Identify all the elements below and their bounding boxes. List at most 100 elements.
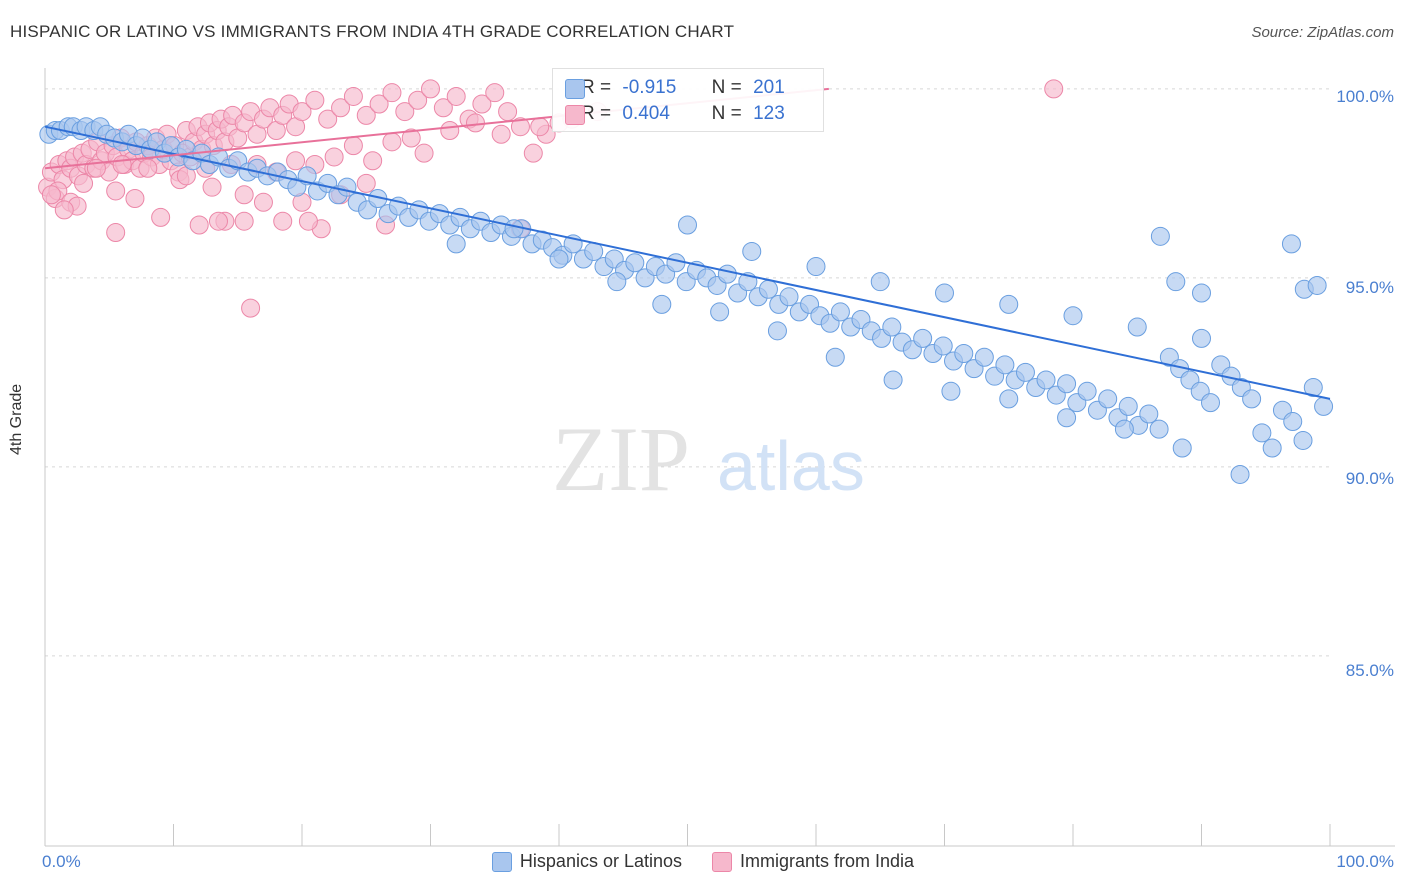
- stats-swatch-blue: [565, 79, 585, 99]
- legend-item-hispanics[interactable]: Hispanics or Latinos: [491, 851, 683, 872]
- pink-data-point: [324, 147, 344, 167]
- legend-label: Hispanics or Latinos: [519, 851, 683, 871]
- pink-data-point: [208, 211, 228, 231]
- blue-data-point: [870, 272, 890, 292]
- pink-data-point: [202, 177, 222, 197]
- blue-data-point: [1192, 328, 1211, 348]
- pink-data-point: [485, 83, 505, 103]
- pink-data-point: [273, 211, 293, 231]
- blue-data-point: [446, 234, 466, 254]
- pink-data-point: [414, 143, 434, 163]
- pink-data-point: [54, 200, 74, 220]
- stats-row-blue: R = -0.915 N = 201: [565, 77, 785, 99]
- pink-data-point: [491, 124, 511, 144]
- pink-data-point: [74, 173, 94, 193]
- pink-data-point: [472, 94, 492, 114]
- blue-trend-line: [44, 125, 1331, 400]
- pink-data-point: [356, 105, 376, 125]
- pink-data-point: [510, 117, 530, 137]
- pink-data-point: [305, 90, 325, 110]
- blue-data-point: [767, 321, 787, 341]
- pink-data-point: [382, 83, 402, 103]
- blue-data-point: [1114, 419, 1134, 439]
- blue-data-point: [549, 249, 569, 269]
- pink-data-point: [523, 143, 543, 163]
- legend-swatch-pink: [712, 851, 733, 872]
- legend-label: Immigrants from India: [740, 851, 915, 871]
- legend-item-india[interactable]: Immigrants from India: [712, 851, 914, 872]
- pink-data-point: [446, 86, 466, 106]
- pink-series-points: [38, 79, 1064, 318]
- blue-data-point: [1015, 362, 1035, 382]
- pink-data-point: [331, 98, 351, 118]
- stats-r-label: R =: [581, 77, 612, 98]
- stats-n-label: N =: [711, 103, 742, 124]
- blue-data-point: [883, 370, 903, 390]
- legend: Hispanics or Latinos Immigrants from Ind…: [0, 851, 1406, 872]
- stats-n-value: 201: [753, 77, 785, 98]
- blue-data-point: [1192, 283, 1211, 303]
- pink-data-point: [241, 298, 261, 318]
- pink-data-point: [253, 192, 273, 212]
- blue-data-point: [999, 389, 1019, 409]
- chart-title: HISPANIC OR LATINO VS IMMIGRANTS FROM IN…: [10, 22, 735, 41]
- pink-data-point: [440, 120, 460, 140]
- pink-data-point: [292, 102, 312, 122]
- blue-data-point: [1127, 317, 1147, 337]
- blue-data-point: [666, 253, 686, 273]
- blue-data-point: [1242, 389, 1262, 409]
- pink-data-point: [138, 158, 158, 178]
- blue-data-point: [830, 302, 850, 322]
- pink-data-point: [530, 117, 550, 137]
- blue-data-point: [625, 253, 645, 273]
- pink-data-point: [125, 189, 145, 209]
- pink-data-point: [343, 86, 363, 106]
- chart-source: Source: ZipAtlas.com: [1251, 24, 1394, 41]
- watermark-atlas: atlas: [717, 427, 865, 505]
- pink-data-point: [106, 223, 126, 243]
- blue-data-point: [678, 215, 697, 235]
- y-tick-90: 90.0%: [1345, 469, 1394, 488]
- blue-data-point: [1230, 464, 1250, 484]
- blue-data-point: [1200, 393, 1220, 413]
- pink-data-point: [421, 79, 440, 99]
- blue-data-point: [1262, 438, 1282, 458]
- pink-data-point: [286, 151, 306, 171]
- blue-data-point: [337, 177, 357, 197]
- pink-data-point: [318, 109, 338, 129]
- blue-data-point: [1057, 374, 1077, 394]
- blue-data-point: [504, 219, 524, 239]
- blue-series-points: [39, 117, 1334, 484]
- blue-data-point: [758, 279, 778, 299]
- pink-data-point: [298, 211, 318, 231]
- blue-data-point: [974, 347, 994, 367]
- blue-data-point: [882, 317, 902, 337]
- blue-data-point: [1150, 226, 1170, 246]
- blue-data-point: [995, 355, 1015, 375]
- y-tick-95: 95.0%: [1345, 278, 1394, 297]
- blue-data-point: [941, 381, 961, 401]
- blue-data-point: [933, 336, 953, 356]
- blue-data-point: [1166, 272, 1186, 292]
- blue-data-point: [935, 283, 954, 303]
- blue-data-point: [825, 347, 845, 367]
- blue-data-point: [1281, 234, 1301, 254]
- blue-data-point: [1077, 381, 1097, 401]
- blue-data-point: [1063, 306, 1083, 326]
- blue-data-point: [1303, 378, 1323, 398]
- pink-data-point: [395, 102, 415, 122]
- blue-data-point: [779, 287, 799, 307]
- blue-data-point: [717, 264, 737, 284]
- blue-data-point: [1057, 408, 1077, 428]
- pink-data-point: [401, 128, 421, 148]
- pink-data-point: [151, 207, 171, 227]
- y-tick-100: 100.0%: [1336, 87, 1394, 106]
- grid-lines: [45, 88, 1330, 657]
- blue-data-point: [1283, 412, 1303, 432]
- pink-data-point: [189, 215, 209, 235]
- pink-data-point: [369, 94, 389, 114]
- blue-data-point: [1314, 396, 1334, 416]
- pink-data-point: [433, 98, 453, 118]
- pink-data-point: [465, 113, 485, 133]
- pink-data-point: [112, 155, 132, 174]
